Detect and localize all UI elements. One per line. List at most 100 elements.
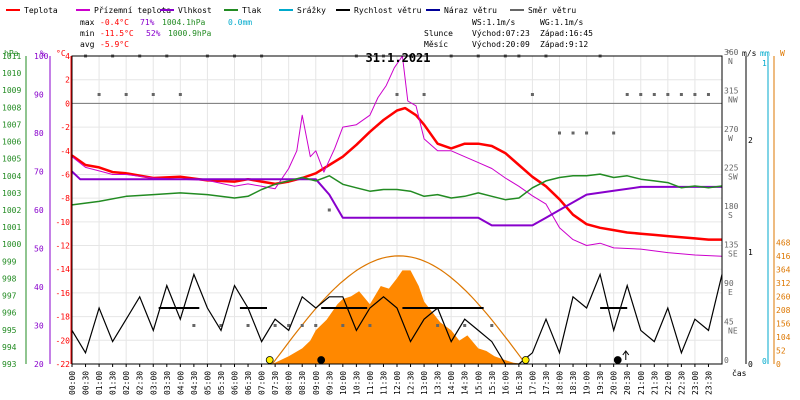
axis-hpa-tick: 996 [2, 309, 17, 318]
x-tick-label: 12:00 [393, 371, 402, 395]
wind-dir-point [178, 93, 182, 96]
axis-wm-tick: 0 [776, 360, 781, 369]
axis-temp-tick: 0 [65, 99, 70, 108]
series-p-zemn-teplota [71, 55, 723, 257]
axis-hum-tick: 80 [34, 129, 44, 138]
x-tick-label: 09:00 [312, 371, 321, 395]
x-tick-label: 20:30 [623, 371, 632, 395]
x-tick-label: 22:00 [664, 371, 673, 395]
axis-mm-tick: 1 [762, 59, 767, 68]
wind-dir-point [530, 93, 534, 96]
axis-dir-compass: SE [728, 250, 738, 259]
wind-dir-point [558, 131, 561, 135]
axis-wm-tick: 104 [776, 333, 791, 342]
legend-label: Teplota [24, 6, 58, 15]
axis-ms-tick: 2 [748, 136, 753, 145]
x-tick-label: 10:30 [352, 371, 361, 395]
wind-speed [71, 272, 723, 365]
axis-hpa-tick: 1003 [2, 189, 21, 198]
stat-min-label: min [80, 29, 95, 38]
axis-dir-tick: 0 [724, 356, 729, 365]
wind-dir-point [341, 324, 345, 327]
axis-hpa-tick: 998 [2, 274, 17, 283]
wind-dir-point [652, 93, 656, 96]
wind-dir-point [639, 93, 643, 96]
x-tick-label: 20:00 [610, 371, 619, 395]
wind-dir-point [612, 131, 616, 135]
stat-moon-set: Západ:9:12 [540, 40, 588, 49]
axis-temp-tick: -8 [60, 194, 70, 203]
axis-temp-title: °C [56, 49, 66, 58]
axis-hpa-tick: 993 [2, 360, 17, 369]
wind-dir-point [463, 324, 467, 327]
axis-hpa-tick: 995 [2, 326, 17, 335]
moon-set-marker [317, 356, 326, 364]
axis-dir-tick: 315 [724, 87, 739, 96]
stat-sun-rise: Východ:07:23 [472, 29, 530, 38]
axis-hpa-tick: 999 [2, 257, 17, 266]
x-tick-label: 17:00 [528, 371, 537, 395]
axis-temp-tick: -16 [56, 289, 71, 298]
x-tick-label: 16:30 [515, 371, 524, 395]
stat-slunce: Slunce [424, 29, 453, 38]
axis-hpa-tick: 1001 [2, 223, 21, 232]
axis-hum-tick: 30 [34, 322, 44, 331]
axis-dir-compass: S [728, 211, 733, 220]
series-tlak [71, 173, 723, 206]
x-tick-label: 14:00 [447, 371, 456, 395]
wind-dir-point [273, 324, 277, 327]
wind-dir-point [395, 93, 399, 96]
axis-wm-tick: 364 [776, 265, 791, 274]
legend-label: Rychlost větru [354, 6, 422, 15]
axis-temp-tick: -18 [56, 313, 71, 322]
x-tick-label: 11:00 [366, 371, 375, 395]
solar-radiation [271, 255, 527, 365]
x-tick-label: 13:00 [420, 371, 429, 395]
x-tick-label: 19:00 [583, 371, 592, 395]
axis-dir-compass: N [728, 57, 733, 66]
wind-dir-point [571, 131, 575, 135]
axis-hum-tick: 20 [34, 360, 44, 369]
stat-mesic: Měsíc [424, 40, 448, 49]
axis-temp-tick: -20 [56, 336, 71, 345]
stat-ws: WS:1.1m/s [472, 18, 516, 27]
stat-min-press: 1000.9hPa [168, 29, 212, 38]
sun-set-marker [521, 356, 530, 364]
wind-dir-point [151, 93, 155, 96]
wind-dir-point [368, 324, 372, 327]
axis-ms-title: m/s [742, 49, 757, 58]
stat-max-press: 1004.1hPa [162, 18, 206, 27]
axis-hum-tick: 40 [34, 283, 44, 292]
wind-dir-point [625, 93, 629, 96]
x-tick-label: 04:30 [190, 371, 199, 395]
stats-block: max -0.4°C 71% 1004.1hPa 0.0mm min -11.5… [80, 18, 593, 49]
solar-area [272, 270, 525, 364]
axis-dir-compass: E [728, 288, 733, 297]
axis-wm-tick: 156 [776, 319, 791, 328]
x-tick-label: 13:30 [434, 371, 443, 395]
axis-dir-compass: SW [728, 173, 738, 182]
x-tick-label: 06:30 [244, 371, 253, 395]
axis-dir-compass: NW [728, 96, 738, 105]
axis-dir-tick: 45 [724, 318, 734, 327]
axis-dir-tick: 270 [724, 125, 739, 134]
axis-temp-tick: 4 [65, 52, 70, 61]
axes: hPa1011101010091008100710061005100410031… [2, 48, 791, 369]
x-tick-label: 07:00 [258, 371, 267, 395]
axis-wm-tick: 416 [776, 252, 791, 261]
axis-dir-tick: 180 [724, 202, 739, 211]
axis-wm-tick: 208 [776, 306, 791, 315]
x-tick-label: 03:00 [149, 371, 158, 395]
axis-wm-tick: 312 [776, 279, 791, 288]
axis-temp-tick: -4 [60, 147, 70, 156]
moon-rise-marker [613, 356, 622, 364]
axis-ms-tick: 0 [748, 360, 753, 369]
x-tick-label: 23:00 [691, 371, 700, 395]
axis-mm-tick: 0 [762, 357, 767, 366]
x-axis-title: čas [732, 368, 747, 378]
axis-hum-tick: 60 [34, 206, 44, 215]
stat-moon-rise: Východ:20:09 [472, 40, 530, 49]
x-tick-label: 06:00 [231, 371, 240, 395]
x-tick-label: 21:00 [637, 371, 646, 395]
axis-hpa-tick: 1002 [2, 206, 21, 215]
